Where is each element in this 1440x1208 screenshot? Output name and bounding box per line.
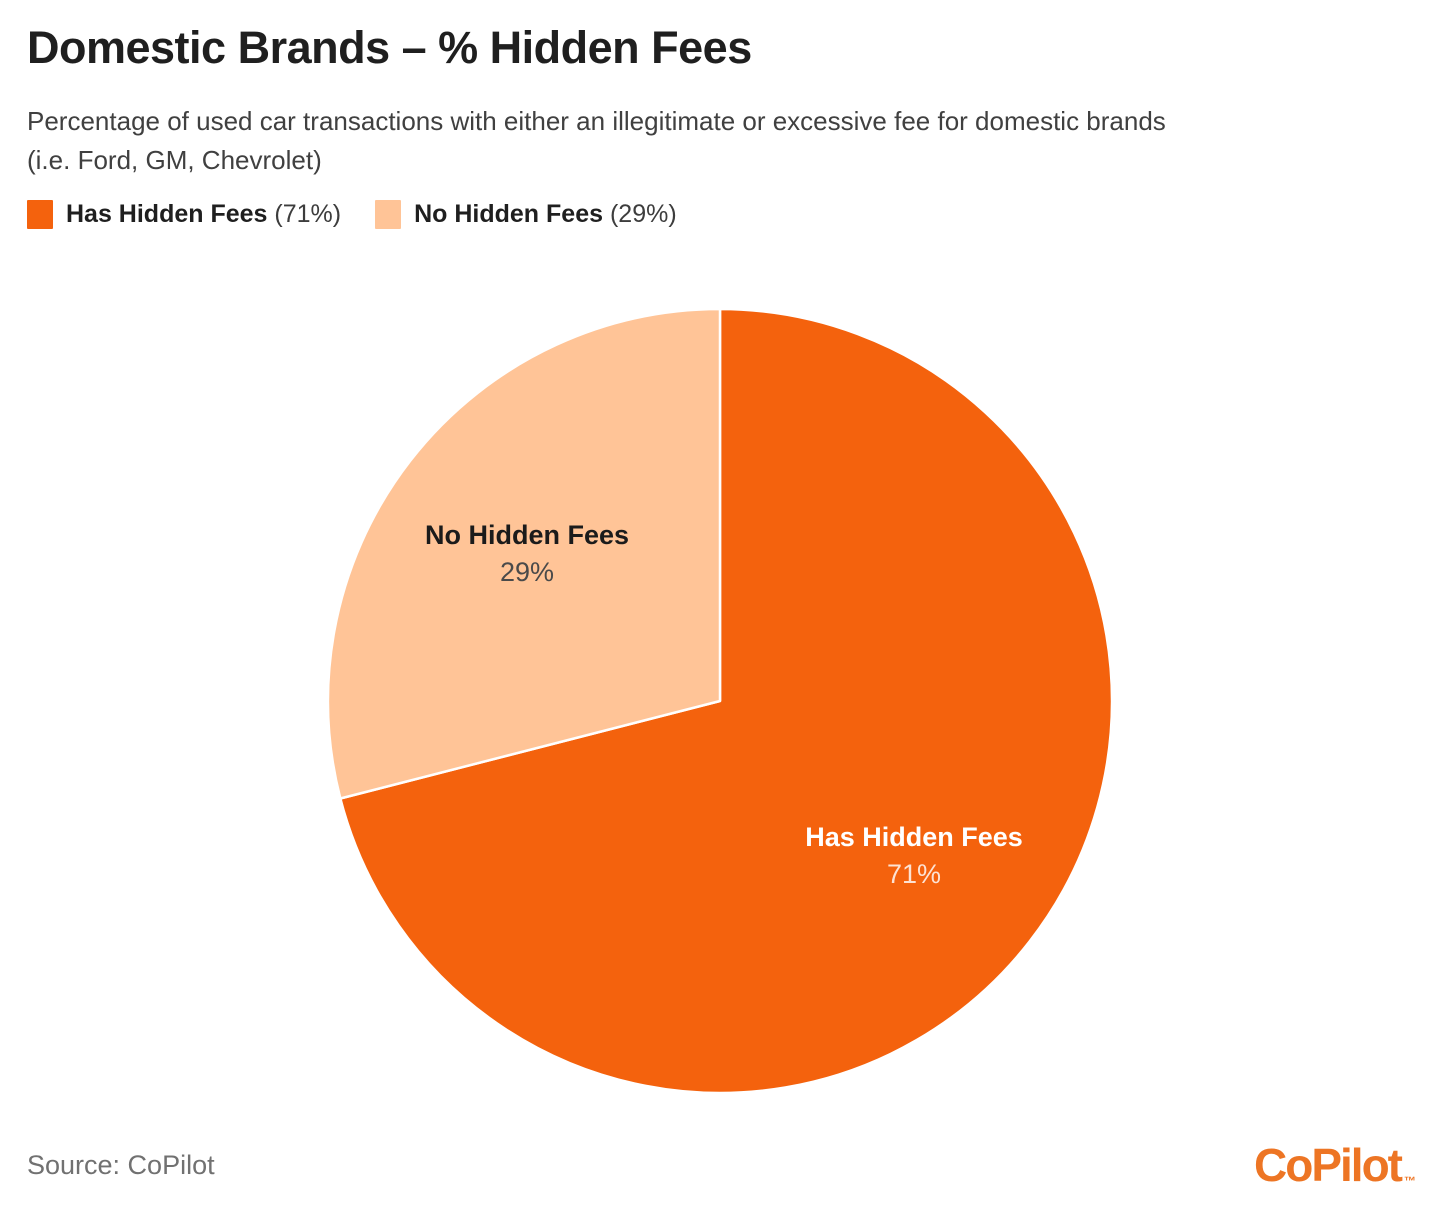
pie-slice-no-hidden-fees [326, 307, 722, 800]
chart-subtitle: Percentage of used car transactions with… [27, 102, 1427, 180]
pie-label-has-title: Has Hidden Fees [805, 822, 1023, 852]
source-text: Source: CoPilot [27, 1150, 215, 1180]
pie-label-has-percent: 71% [886, 859, 942, 889]
subtitle-line-2: (i.e. Ford, GM, Chevrolet) [27, 145, 322, 175]
legend-item-no-hidden-fees: No Hidden Fees (29%) [375, 200, 677, 229]
subtitle-line-1: Percentage of used car transactions with… [27, 106, 1166, 136]
legend-swatch-has-hidden-fees [27, 200, 53, 229]
pie-label-has-hidden-fees: Has Hidden Fees 71% [805, 819, 1023, 893]
legend-label-has-hidden-fees: Has Hidden Fees [66, 200, 268, 228]
legend-swatch-no-hidden-fees [375, 200, 402, 229]
pie-slice-has-hidden-fees [339, 307, 1114, 1095]
copilot-logo: CoPilot ™ [1254, 1139, 1416, 1191]
legend-value-has-hidden-fees: (71%) [274, 200, 342, 228]
legend-item-has-hidden-fees: Has Hidden Fees (71%) [27, 200, 341, 229]
page-title: Domestic Brands – % Hidden Fees [27, 22, 752, 73]
pie-label-no-title: No Hidden Fees [424, 520, 630, 550]
chart-legend: Has Hidden Fees (71%) No Hidden Fees (29… [27, 200, 677, 229]
pie-label-no-percent: 29% [499, 557, 555, 587]
legend-label-no-hidden-fees: No Hidden Fees [414, 200, 604, 228]
trademark-symbol: ™ [1404, 1174, 1416, 1188]
legend-value-no-hidden-fees: (29%) [609, 200, 677, 228]
pie-label-no-hidden-fees: No Hidden Fees 29% [425, 517, 629, 591]
